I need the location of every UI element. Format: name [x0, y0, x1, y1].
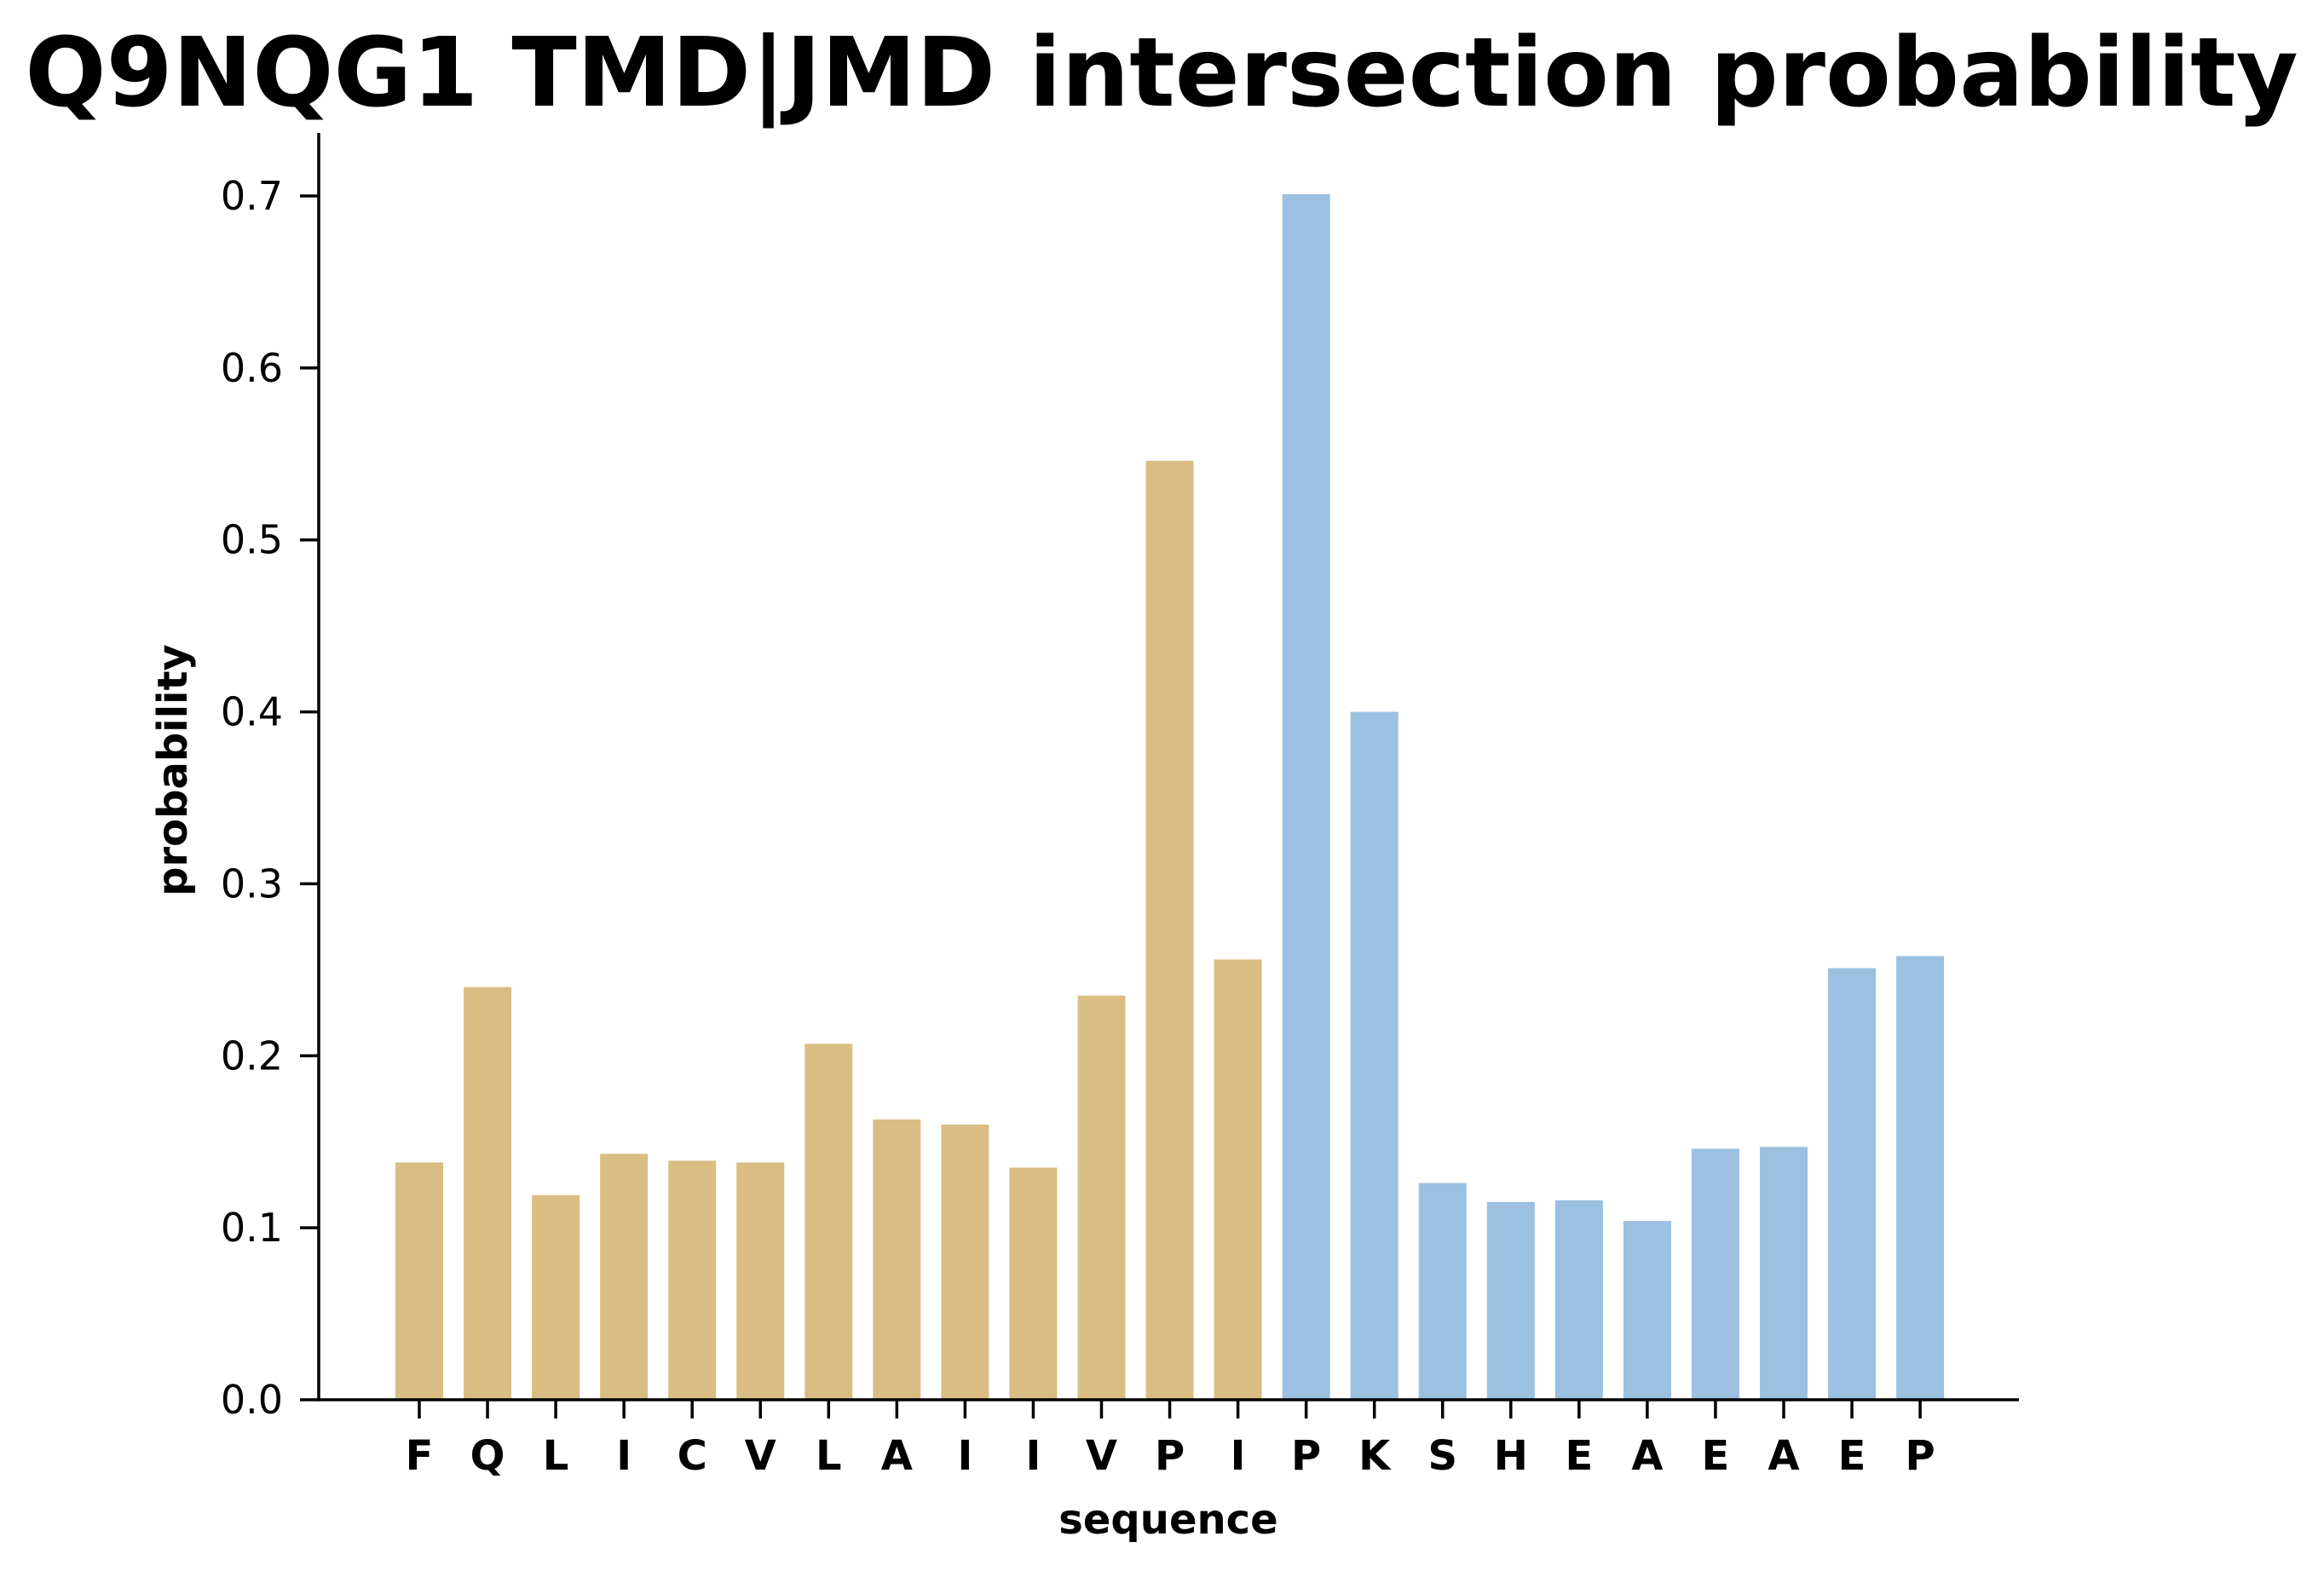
x-tick-label: Q — [470, 1432, 505, 1480]
bar-21 — [1828, 968, 1877, 1400]
x-tick-label: P — [1906, 1432, 1935, 1480]
x-tick-label: E — [1702, 1432, 1730, 1480]
bar-18 — [1623, 1221, 1671, 1400]
bar-20 — [1760, 1147, 1808, 1400]
y-tick-label: 0.5 — [221, 517, 283, 563]
x-axis-label: sequence — [1058, 1496, 1277, 1544]
x-tick-label: L — [543, 1432, 569, 1480]
bar-17 — [1554, 1200, 1603, 1400]
bar-3 — [600, 1154, 649, 1400]
y-axis-ticks: 0.0 0.1 0.2 0.3 0.4 0.5 0.6 0.7 — [221, 173, 319, 1423]
bar-4 — [668, 1160, 717, 1400]
x-tick-label: A — [881, 1432, 913, 1480]
bar-9 — [1009, 1167, 1058, 1400]
bar-8 — [941, 1125, 989, 1400]
x-tick-label: E — [1565, 1432, 1593, 1480]
y-tick-label: 0.6 — [221, 345, 283, 391]
x-tick-label: K — [1358, 1432, 1392, 1480]
x-tick-label: P — [1291, 1432, 1321, 1480]
bars-group — [395, 193, 1945, 1401]
x-tick-label: I — [957, 1432, 972, 1480]
x-tick-label: V — [1086, 1432, 1117, 1480]
x-tick-label: F — [406, 1432, 434, 1480]
y-tick-label: 0.0 — [221, 1377, 283, 1423]
x-tick-label: H — [1494, 1432, 1528, 1480]
x-tick-label: I — [1026, 1432, 1041, 1480]
bar-11 — [1145, 460, 1194, 1400]
bar-1 — [464, 987, 512, 1400]
x-tick-label: V — [745, 1432, 776, 1480]
x-tick-label: C — [678, 1432, 707, 1480]
x-tick-label: E — [1838, 1432, 1866, 1480]
bar-7 — [873, 1119, 921, 1400]
x-tick-label: S — [1427, 1432, 1457, 1480]
y-tick-label: 0.1 — [221, 1205, 283, 1251]
y-axis-label: probability — [149, 644, 197, 896]
x-tick-label: I — [616, 1432, 631, 1480]
y-tick-label: 0.7 — [221, 173, 283, 219]
bar-22 — [1896, 956, 1945, 1400]
y-tick-label: 0.3 — [221, 860, 283, 906]
bar-6 — [804, 1044, 853, 1400]
y-tick-label: 0.4 — [221, 689, 283, 735]
bar-14 — [1350, 711, 1398, 1400]
bar-5 — [736, 1162, 785, 1400]
x-tick-label: P — [1155, 1432, 1185, 1480]
bar-19 — [1691, 1148, 1739, 1400]
bar-13 — [1282, 193, 1330, 1401]
x-tick-label: L — [816, 1432, 842, 1480]
bar-2 — [532, 1194, 580, 1400]
bar-12 — [1214, 959, 1262, 1400]
x-tick-label: A — [1768, 1432, 1799, 1480]
bar-0 — [395, 1162, 443, 1400]
x-tick-label: I — [1231, 1432, 1246, 1480]
chart-title: Q9NQG1 TMD|JMD intersection probability — [25, 18, 2298, 129]
bar-15 — [1418, 1183, 1467, 1400]
bar-16 — [1486, 1201, 1535, 1400]
y-tick-label: 0.2 — [221, 1033, 283, 1079]
x-tick-label: A — [1631, 1432, 1663, 1480]
bar-10 — [1077, 995, 1126, 1400]
